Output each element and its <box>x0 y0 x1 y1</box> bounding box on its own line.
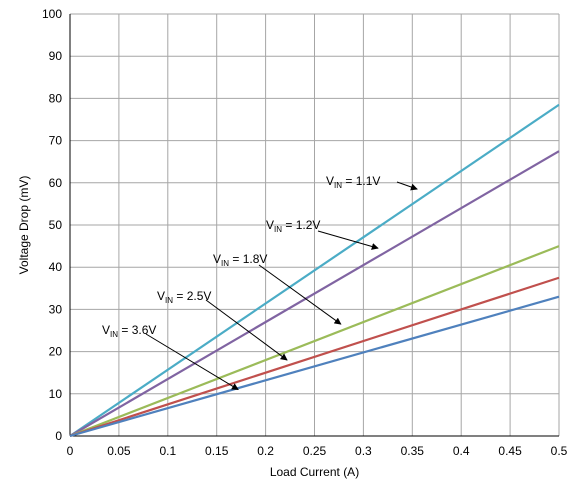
x-tick-label: 0.35 <box>401 444 425 458</box>
y-tick-label: 30 <box>49 302 63 316</box>
series-line-5 <box>69 295 560 438</box>
y-tick-label: 100 <box>42 7 62 21</box>
series-lines <box>69 103 560 438</box>
y-tick-label: 40 <box>49 260 63 274</box>
x-tick-label: 0.25 <box>303 444 327 458</box>
y-tick-label: 10 <box>49 387 63 401</box>
y-tick-label: 70 <box>49 134 63 148</box>
x-tick-label: 0.05 <box>107 444 131 458</box>
series-line-1 <box>69 103 560 437</box>
x-tick-label: 0.45 <box>498 444 522 458</box>
series-line-3 <box>69 245 560 438</box>
grid <box>69 13 560 437</box>
y-tick-label: 20 <box>49 345 63 359</box>
y-tick-labels: 0 10 20 30 40 50 60 70 80 90 100 <box>42 7 62 443</box>
y-tick-label: 90 <box>49 49 63 63</box>
x-axis-title: Load Current (A) <box>270 465 359 479</box>
annotation-label: VIN = 1.2V <box>266 218 320 234</box>
x-tick-labels: 0 0.05 0.1 0.15 0.2 0.25 0.3 0.35 0.4 0.45 0.5 <box>67 444 568 458</box>
y-tick-label: 80 <box>49 91 63 105</box>
annotation-label: VIN = 1.1V <box>326 174 380 190</box>
x-tick-label: 0.1 <box>159 444 176 458</box>
annotation-arrow <box>145 333 239 391</box>
x-tick-label: 0.3 <box>355 444 372 458</box>
y-axis-title: Voltage Drop (mV) <box>17 176 31 275</box>
annotation-label: VIN = 1.8V <box>213 252 267 268</box>
annotation-arrow <box>258 264 342 325</box>
x-tick-label: 0.4 <box>453 444 470 458</box>
y-tick-label: 60 <box>49 176 63 190</box>
x-tick-label: 0 <box>67 444 74 458</box>
annotation-label: VIN = 3.6V <box>102 323 156 339</box>
x-tick-label: 0.15 <box>205 444 229 458</box>
series-line-2 <box>69 150 560 437</box>
annotations: VIN = 1.1V VIN = 1.2V VIN = 1.8V VIN = 2.5V… <box>102 174 418 391</box>
annotation-arrow <box>396 181 418 191</box>
annotation-arrow <box>317 230 379 250</box>
series-line-4 <box>69 276 560 438</box>
x-tick-label: 0.5 <box>551 444 568 458</box>
x-tick-label: 0.2 <box>257 444 274 458</box>
annotation-arrow <box>205 299 288 361</box>
y-tick-label: 0 <box>55 429 62 443</box>
y-tick-label: 50 <box>49 218 63 232</box>
annotation-label: VIN = 2.5V <box>157 289 211 305</box>
